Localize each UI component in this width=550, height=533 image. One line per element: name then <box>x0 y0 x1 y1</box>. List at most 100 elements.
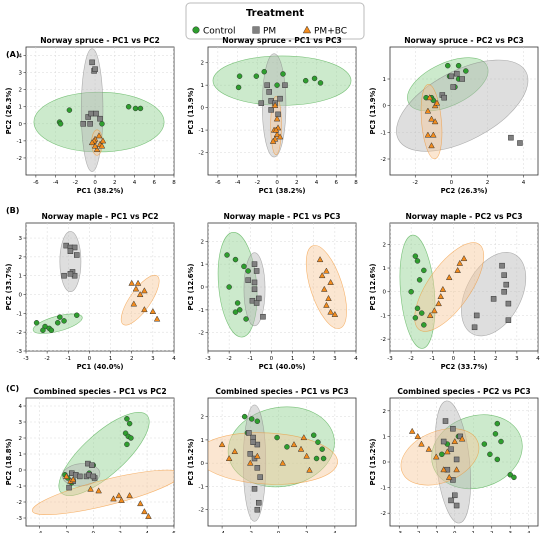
data-point-pm <box>450 477 456 483</box>
y-tick-label: -2 <box>17 330 22 336</box>
data-point-pm <box>245 277 251 283</box>
data-point-pm <box>505 300 512 307</box>
data-point-control <box>126 420 133 427</box>
panel-5: Norway maple - PC1 vs PC3 -3 -2 -1 0 1 2 3 4 -2 -1… <box>187 212 358 371</box>
data-point-pm <box>517 140 523 146</box>
data-point-pm-bc <box>91 142 99 149</box>
data-point-pm-bc <box>327 308 334 315</box>
row-label-c: (C) <box>6 384 19 393</box>
x-tick-label: 4 <box>172 356 176 362</box>
x-tick-label: 0 <box>92 531 96 533</box>
y-tick-label: 1 <box>19 274 23 280</box>
data-point-pm-bc <box>303 452 310 459</box>
y-tick-label: -1 <box>199 484 204 490</box>
data-point-pm-bc <box>271 101 279 108</box>
data-point-pm <box>505 317 512 323</box>
x-tick-label: 0 <box>453 531 457 533</box>
y-tick-label: -2 <box>381 337 386 343</box>
data-point-pm-bc <box>130 300 138 307</box>
plot-content <box>208 398 356 526</box>
data-point-pm <box>254 506 261 513</box>
panel-title: Combined species - PC2 vs PC3 <box>397 387 530 396</box>
data-point-pm <box>258 100 265 106</box>
y-tick-label: -1 <box>17 484 22 490</box>
data-point-pm <box>448 73 455 80</box>
x-axis-label: PC1 (40.0%) <box>259 363 306 371</box>
confidence-ellipse-control <box>212 55 352 106</box>
data-point-pm <box>93 110 99 117</box>
y-tick-label: 3 <box>19 420 23 426</box>
data-point-control <box>487 451 493 458</box>
data-point-pm-bc <box>145 512 152 519</box>
x-tick-label: 3 <box>509 531 513 533</box>
plot-content <box>26 223 174 351</box>
x-axis-label: PC1 (38.2%) <box>259 187 306 195</box>
data-point-control <box>243 316 249 322</box>
data-point-control <box>507 472 513 478</box>
data-point-pm <box>473 312 480 319</box>
panel-7: Combined species - PC1 vs PC2 -4 -2 0 2 4 6 -3 -… <box>5 387 176 533</box>
legend-marker-pm-bc <box>302 25 312 34</box>
panel-title: Norway maple - PC1 vs PC3 <box>223 212 340 221</box>
x-tick-label: -3 <box>387 356 393 362</box>
y-tick-label: 2 <box>201 239 205 245</box>
data-point-pm-bc <box>110 495 117 502</box>
x-tick-label: 2 <box>113 180 117 186</box>
data-point-pm-bc <box>440 466 447 473</box>
y-tick-label: 0 <box>19 468 23 474</box>
data-point-pm <box>250 439 256 445</box>
plot-content <box>390 398 538 526</box>
data-point-pm <box>66 484 72 491</box>
x-tick-label: -2 <box>248 531 253 533</box>
y-axis-label: PC3 (13.9%) <box>369 88 377 135</box>
legend-marker-pm <box>252 26 260 34</box>
panel-title: Combined species - PC1 vs PC2 <box>33 387 166 396</box>
data-point-control <box>234 300 241 306</box>
x-tick-label: 2 <box>486 180 490 186</box>
y-tick-label: 2 <box>201 61 205 67</box>
data-point-control <box>284 444 290 450</box>
data-point-pm-bc <box>458 435 466 442</box>
data-point-pm-bc <box>246 459 254 466</box>
data-point-control <box>128 435 134 441</box>
x-tick-label: 4 <box>536 356 540 362</box>
x-tick-label: 4 <box>354 356 358 362</box>
data-point-control <box>248 416 255 422</box>
data-point-control <box>481 441 488 447</box>
data-point-control <box>498 438 504 445</box>
y-tick-label: 2 <box>19 436 23 442</box>
data-point-pm-bc <box>316 256 324 263</box>
data-point-pm <box>87 121 93 127</box>
data-point-pm <box>247 451 254 457</box>
y-axis-label: PC3 (12.6%) <box>369 264 377 311</box>
data-point-pm-bc <box>331 310 339 317</box>
data-point-pm <box>471 324 478 331</box>
data-point-control <box>463 68 469 74</box>
data-point-control <box>412 315 419 321</box>
data-point-pm <box>450 84 456 90</box>
data-point-pm <box>253 268 260 274</box>
y-tick-label: -1 <box>381 130 386 136</box>
data-point-control <box>421 322 427 328</box>
x-tick-label: 1 <box>472 531 476 533</box>
y-tick-label: -2 <box>199 151 204 157</box>
data-point-pm-bc <box>136 291 144 298</box>
x-tick-label: 0 <box>450 180 454 186</box>
y-tick-label: 1 <box>383 434 387 440</box>
data-point-control <box>226 284 232 290</box>
y-tick-label: 1 <box>383 77 387 83</box>
data-point-pm-bc <box>132 285 140 292</box>
data-point-pm-bc <box>141 287 148 294</box>
data-point-pm-bc <box>141 306 148 313</box>
x-tick-label: 2 <box>312 356 316 362</box>
data-point-control <box>124 416 130 422</box>
x-tick-label: -4 <box>53 180 59 186</box>
legend-label: PM+BC <box>314 27 347 37</box>
data-point-control <box>412 253 419 259</box>
panel-1: Norway spruce - PC1 vs PC2 -6 -4 -2 0 2 4 6 8 -2 -… <box>5 36 176 195</box>
data-point-pm <box>501 272 507 278</box>
data-point-pm <box>501 288 507 295</box>
panel-title: Norway maple - PC1 vs PC2 <box>41 212 158 221</box>
data-point-pm-bc <box>425 445 433 452</box>
data-point-control <box>236 73 243 79</box>
